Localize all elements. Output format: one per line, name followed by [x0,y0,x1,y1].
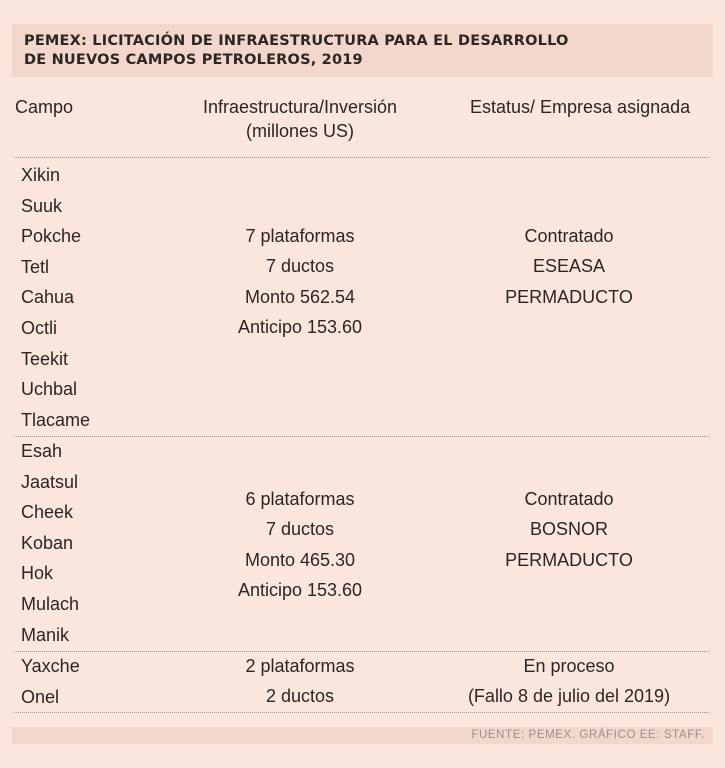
group-2-field-list: Esah Jaatsul Cheek Koban Hok Mulach Mani… [21,436,79,650]
status-line: BOSNOR [529,519,608,540]
infrastructure-line: 7 ductos [265,256,335,277]
infrastructure-line: 2 plataformas [245,656,355,676]
source-footer-bar: FUENTE: PEMEX. GRÁFICO EE: STAFF. [12,727,713,744]
column-header-inversion-line-1: Infraestructura/Inversión [202,97,398,117]
group-3-infrastructure: 2 plataformas 2 ductos [200,651,400,712]
infrastructure-line: Monto 562.54 [244,286,356,307]
infrastructure-line: 6 plataformas [245,489,355,509]
status-line: PERMADUCTO [505,286,633,307]
field-name: Cahua [21,287,75,308]
field-name: Mulach [21,593,80,614]
table-title-bar: PEMEX: LICITACIÓN DE INFRAESTRUCTURA PAR… [12,24,713,77]
column-header-inversion: Infraestructura/Inversión (millones US) [200,95,400,143]
infrastructure-line: 2 ductos [265,686,335,707]
infrastructure-line: Anticipo 153.60 [237,317,363,338]
field-name: Tlacame [21,409,91,430]
status-line: Contratado [524,489,614,509]
infrastructure-line: Monto 465.30 [244,549,356,570]
status-line: PERMADUCTO [505,549,633,570]
status-line: En proceso [523,656,615,676]
row-separator [14,712,709,713]
group-1-infrastructure: 7 plataformas 7 ductos Monto 562.54 Anti… [200,221,400,343]
group-1-status: Contratado ESEASA PERMADUCTO [455,221,683,312]
row-separator [14,651,709,652]
column-header-status: Estatus/ Empresa asignada [470,97,691,117]
field-name: Teekit [21,348,69,369]
group-1-field-list: Xikin Suuk Pokche Tetl Cahua Octli Teeki… [21,160,90,435]
infrastructure-line: 7 plataformas [245,226,355,246]
field-name: Jaatsul [21,471,79,492]
field-name: Tetl [21,256,50,277]
column-header-inversion-line-2: (millones US) [245,121,355,141]
status-line: (Fallo 8 de julio del 2019) [467,686,671,707]
field-name: Suuk [21,195,63,216]
group-3-status: En proceso (Fallo 8 de julio del 2019) [455,651,683,712]
table-title-line-1: PEMEX: LICITACIÓN DE INFRAESTRUCTURA PAR… [24,33,569,49]
source-credit: FUENTE: PEMEX. GRÁFICO EE: STAFF. [471,729,705,741]
field-name: Manik [21,624,70,645]
field-name: Uchbal [21,379,78,400]
column-header-campo: Campo [15,97,74,117]
infrastructure-line: Anticipo 153.60 [237,580,363,601]
field-name: Octli [21,317,57,338]
table-title-line-2: DE NUEVOS CAMPOS PETROLEROS, 2019 [24,52,363,68]
field-name: Cheek [21,502,74,523]
infrastructure-line: 7 ductos [265,519,335,540]
field-name: Yaxche [21,656,80,676]
row-separator [14,436,709,437]
field-name: Onel [21,686,60,707]
status-line: Contratado [524,226,614,246]
row-separator [14,157,709,158]
field-name: Xikin [21,165,61,185]
field-name: Pokche [21,226,82,247]
status-line: ESEASA [532,256,606,277]
field-name: Hok [21,563,54,584]
group-3-field-list: Yaxche Onel [21,651,80,712]
field-name: Koban [21,532,74,553]
field-name: Esah [21,441,63,461]
group-2-status: Contratado BOSNOR PERMADUCTO [455,484,683,575]
group-2-infrastructure: 6 plataformas 7 ductos Monto 465.30 Anti… [200,484,400,606]
